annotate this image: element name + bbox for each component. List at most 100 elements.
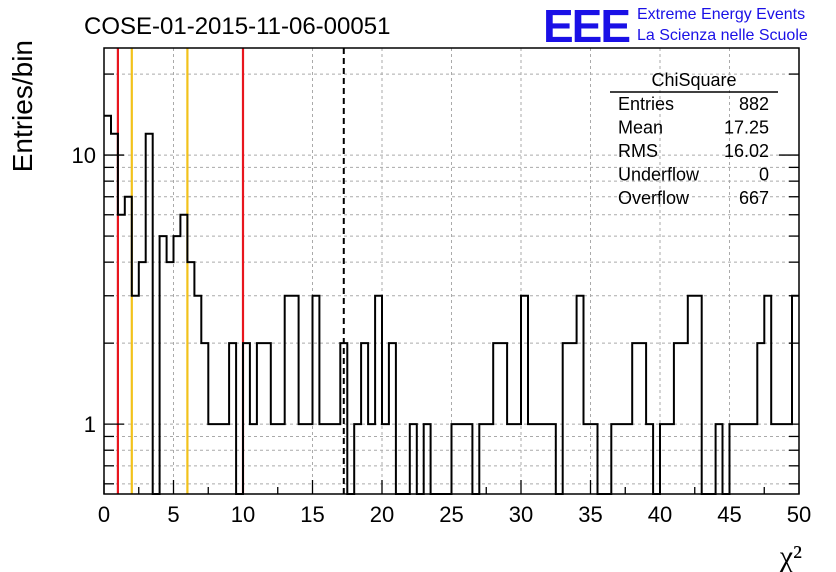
histogram-bin: [716, 424, 723, 494]
x-tick-label: 45: [717, 502, 741, 527]
histogram-bin: [382, 424, 389, 494]
y-tick-labels: 1 10: [72, 143, 96, 437]
logo-line-2: La Scienza nelle Scuole: [637, 27, 808, 44]
histogram-bin: [764, 296, 771, 494]
histogram-bin: [167, 262, 174, 494]
histogram-bin: [333, 424, 340, 494]
histogram-bin: [306, 424, 313, 494]
histogram-bin: [507, 424, 514, 494]
histogram-bin: [639, 343, 646, 494]
stats-label: RMS: [618, 141, 658, 161]
histogram-bin: [187, 262, 194, 494]
x-tick-label: 15: [300, 502, 324, 527]
histogram-bin: [452, 424, 459, 494]
histogram-bin: [563, 343, 570, 494]
histogram-bin: [549, 424, 556, 494]
histogram-bin: [521, 296, 528, 494]
histogram-bin: [375, 296, 382, 494]
x-tick-label: 25: [439, 502, 463, 527]
x-tick-label: 30: [509, 502, 533, 527]
stats-title: ChiSquare: [651, 70, 736, 90]
histogram-outline: [104, 114, 799, 495]
histogram-bin: [458, 424, 465, 494]
histogram-bin: [591, 424, 598, 494]
histogram-bin: [389, 343, 396, 494]
histogram-bin: [194, 296, 201, 494]
histogram-bin: [424, 424, 431, 494]
histogram-bin: [778, 424, 785, 494]
x-axis-label: χ²: [779, 540, 802, 572]
histogram-bin: [695, 296, 702, 494]
stats-label: Mean: [618, 118, 663, 138]
histogram-bin: [361, 343, 368, 494]
histogram-bin: [250, 424, 257, 494]
histogram-bin: [222, 424, 229, 494]
histogram-bin: [139, 262, 146, 494]
stats-value: 667: [739, 188, 769, 208]
stats-value: 16.02: [724, 141, 769, 161]
histogram-bin: [118, 215, 125, 494]
x-tick-label: 50: [787, 502, 811, 527]
stats-value: 17.25: [724, 118, 769, 138]
histogram-bin: [757, 343, 764, 494]
histogram-bin: [125, 197, 132, 494]
grid-lines: [104, 48, 799, 494]
histogram-bins: [104, 114, 799, 495]
histogram-bin: [313, 296, 320, 494]
y-tick-label: 1: [84, 412, 96, 437]
y-tick-label: 10: [72, 143, 96, 168]
stats-box: ChiSquare Entries 882 Mean 17.25 RMS 16.02 Und…: [610, 70, 778, 208]
logo-mark: EEE: [543, 0, 629, 52]
histogram-bin: [535, 424, 542, 494]
histogram-bin: [160, 236, 167, 494]
histogram-bin: [688, 296, 695, 494]
y-axis-label: Entries/bin: [7, 40, 38, 172]
histogram-bin: [736, 424, 743, 494]
histogram-bin: [299, 424, 306, 494]
histogram-bin: [646, 424, 653, 494]
histogram-bin: [354, 424, 361, 494]
stats-value: 882: [739, 94, 769, 114]
histogram-bin: [340, 343, 347, 494]
histogram-bin: [743, 424, 750, 494]
stats-label: Entries: [618, 94, 674, 114]
histogram-bin: [208, 424, 215, 494]
histogram-bin: [625, 424, 632, 494]
histogram-bin: [104, 116, 111, 494]
histogram-bin: [368, 424, 375, 494]
x-tick-label: 40: [648, 502, 672, 527]
x-tick-label: 20: [370, 502, 394, 527]
histogram-bin: [514, 424, 521, 494]
histogram-bin: [229, 343, 236, 494]
histogram-bin: [257, 343, 264, 494]
histogram-bin: [660, 424, 667, 494]
histogram-bin: [500, 343, 507, 494]
histogram-bin: [278, 424, 285, 494]
histogram-bin: [618, 424, 625, 494]
histogram-bin: [180, 215, 187, 494]
histogram-bin: [611, 424, 618, 494]
histogram-bin: [667, 424, 674, 494]
histogram-bin: [570, 343, 577, 494]
histogram-bin: [319, 424, 326, 494]
x-tick-label: 10: [231, 502, 255, 527]
x-tick-label: 0: [98, 502, 110, 527]
histogram-bin: [584, 424, 591, 494]
stats-label: Underflow: [618, 165, 700, 185]
histogram-bin: [632, 343, 639, 494]
histogram-bin: [730, 424, 737, 494]
x-tick-label: 5: [167, 502, 179, 527]
histogram-bin: [465, 424, 472, 494]
histogram-bin: [486, 424, 493, 494]
stats-label: Overflow: [618, 188, 690, 208]
histogram-bin: [215, 424, 222, 494]
histogram-bin: [174, 236, 181, 494]
logo-line-1: Extreme Energy Events: [637, 6, 805, 23]
histogram-bin: [479, 424, 486, 494]
histogram-bin: [271, 424, 278, 494]
histogram-bin: [771, 424, 778, 494]
histogram-bin: [410, 424, 417, 494]
histogram-bin: [674, 343, 681, 494]
histogram-bin: [146, 134, 153, 494]
stats-value: 0: [759, 165, 769, 185]
